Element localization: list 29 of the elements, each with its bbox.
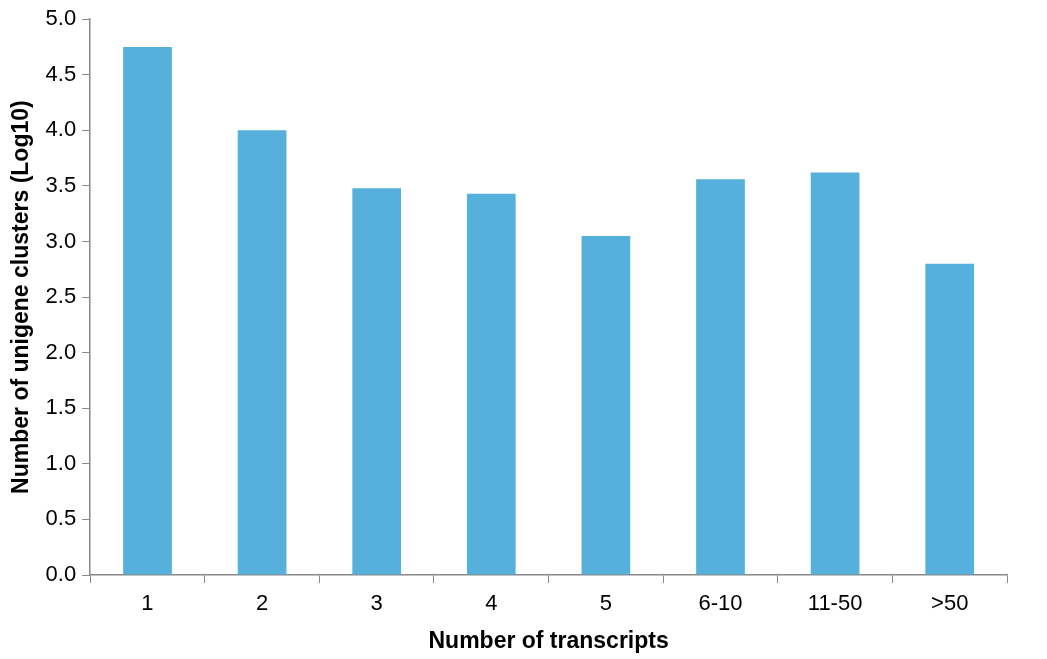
y-tick-label: 4.5	[45, 60, 77, 86]
y-tick-label: 0.0	[45, 561, 77, 587]
bar	[237, 130, 287, 575]
bar	[352, 188, 402, 575]
y-axis-title: Number of unigene clusters (Log10)	[7, 100, 34, 494]
y-tick-label: 4.0	[45, 116, 77, 142]
bar	[123, 46, 172, 575]
x-tick-label: 11-50	[807, 590, 863, 616]
x-tick-label: 1	[141, 590, 154, 616]
y-tick-label: 0.5	[45, 505, 77, 531]
bar	[810, 172, 860, 575]
x-tick-label: 5	[599, 590, 613, 616]
x-tick-label: 4	[485, 590, 498, 616]
x-tick-label: >50	[931, 590, 969, 616]
y-tick-label: 1.0	[45, 449, 77, 475]
bar	[466, 193, 516, 575]
x-axis-title: Number of transcripts	[428, 626, 669, 653]
x-tick-label: 6-10	[698, 590, 743, 616]
bar	[581, 235, 631, 575]
x-tick-label: 3	[370, 590, 383, 616]
bar	[925, 263, 975, 575]
y-tick-label: 1.5	[45, 394, 77, 420]
y-tick-label: 5.0	[45, 5, 77, 31]
y-tick-label: 3.0	[45, 227, 77, 253]
y-tick-label: 3.5	[45, 172, 77, 197]
bar	[696, 179, 745, 575]
x-tick-label: 2	[255, 590, 269, 616]
y-tick-label: 2.0	[45, 338, 77, 364]
y-tick-label: 2.5	[45, 283, 77, 309]
